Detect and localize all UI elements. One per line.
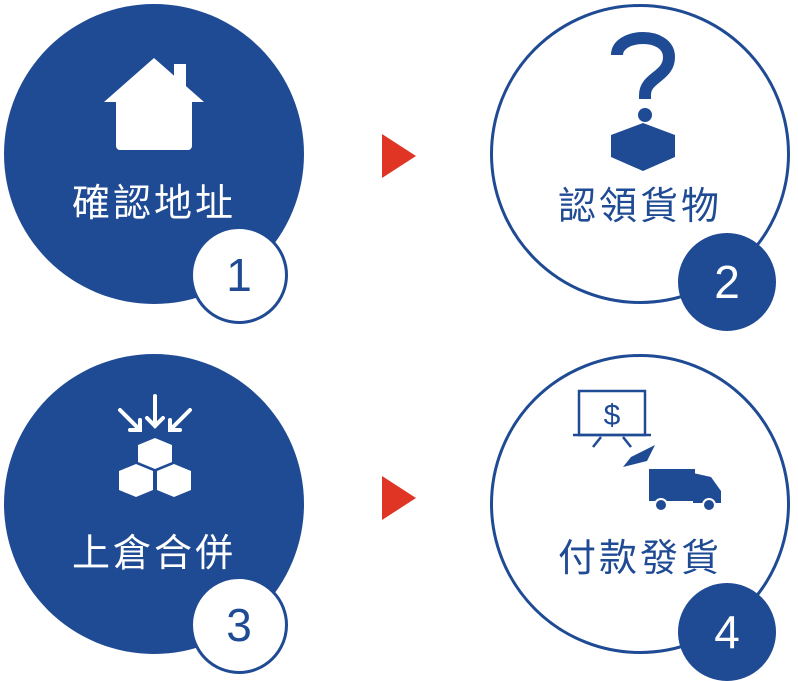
step-1-label: 確認地址: [71, 181, 236, 225]
step-3-circle: 上倉合併 3: [4, 354, 304, 674]
payment-truck-icon: $: [573, 389, 721, 512]
step-1-circle: 確認地址 1: [4, 4, 304, 324]
step-2-number-badge: 2: [678, 233, 776, 331]
step-4-label: 付款發貨: [557, 536, 722, 580]
step-4-number-badge: 4: [678, 583, 776, 681]
step-3-label: 上倉合併: [71, 531, 236, 575]
arrow-right-icon: [382, 134, 416, 178]
step-3-number-badge: 3: [190, 576, 288, 674]
step-4-circle: $ 付款發貨 4: [490, 354, 790, 681]
house-icon: [104, 58, 204, 150]
step-1-number-badge: 1: [190, 226, 288, 324]
svg-text:$: $: [604, 399, 621, 432]
arrow-right-icon: [382, 476, 416, 520]
question-box-icon: [611, 32, 676, 171]
step-2-label: 認領貨物: [557, 184, 722, 228]
step-2-circle: 認領貨物 2: [490, 4, 790, 331]
merge-boxes-icon: [118, 394, 192, 497]
